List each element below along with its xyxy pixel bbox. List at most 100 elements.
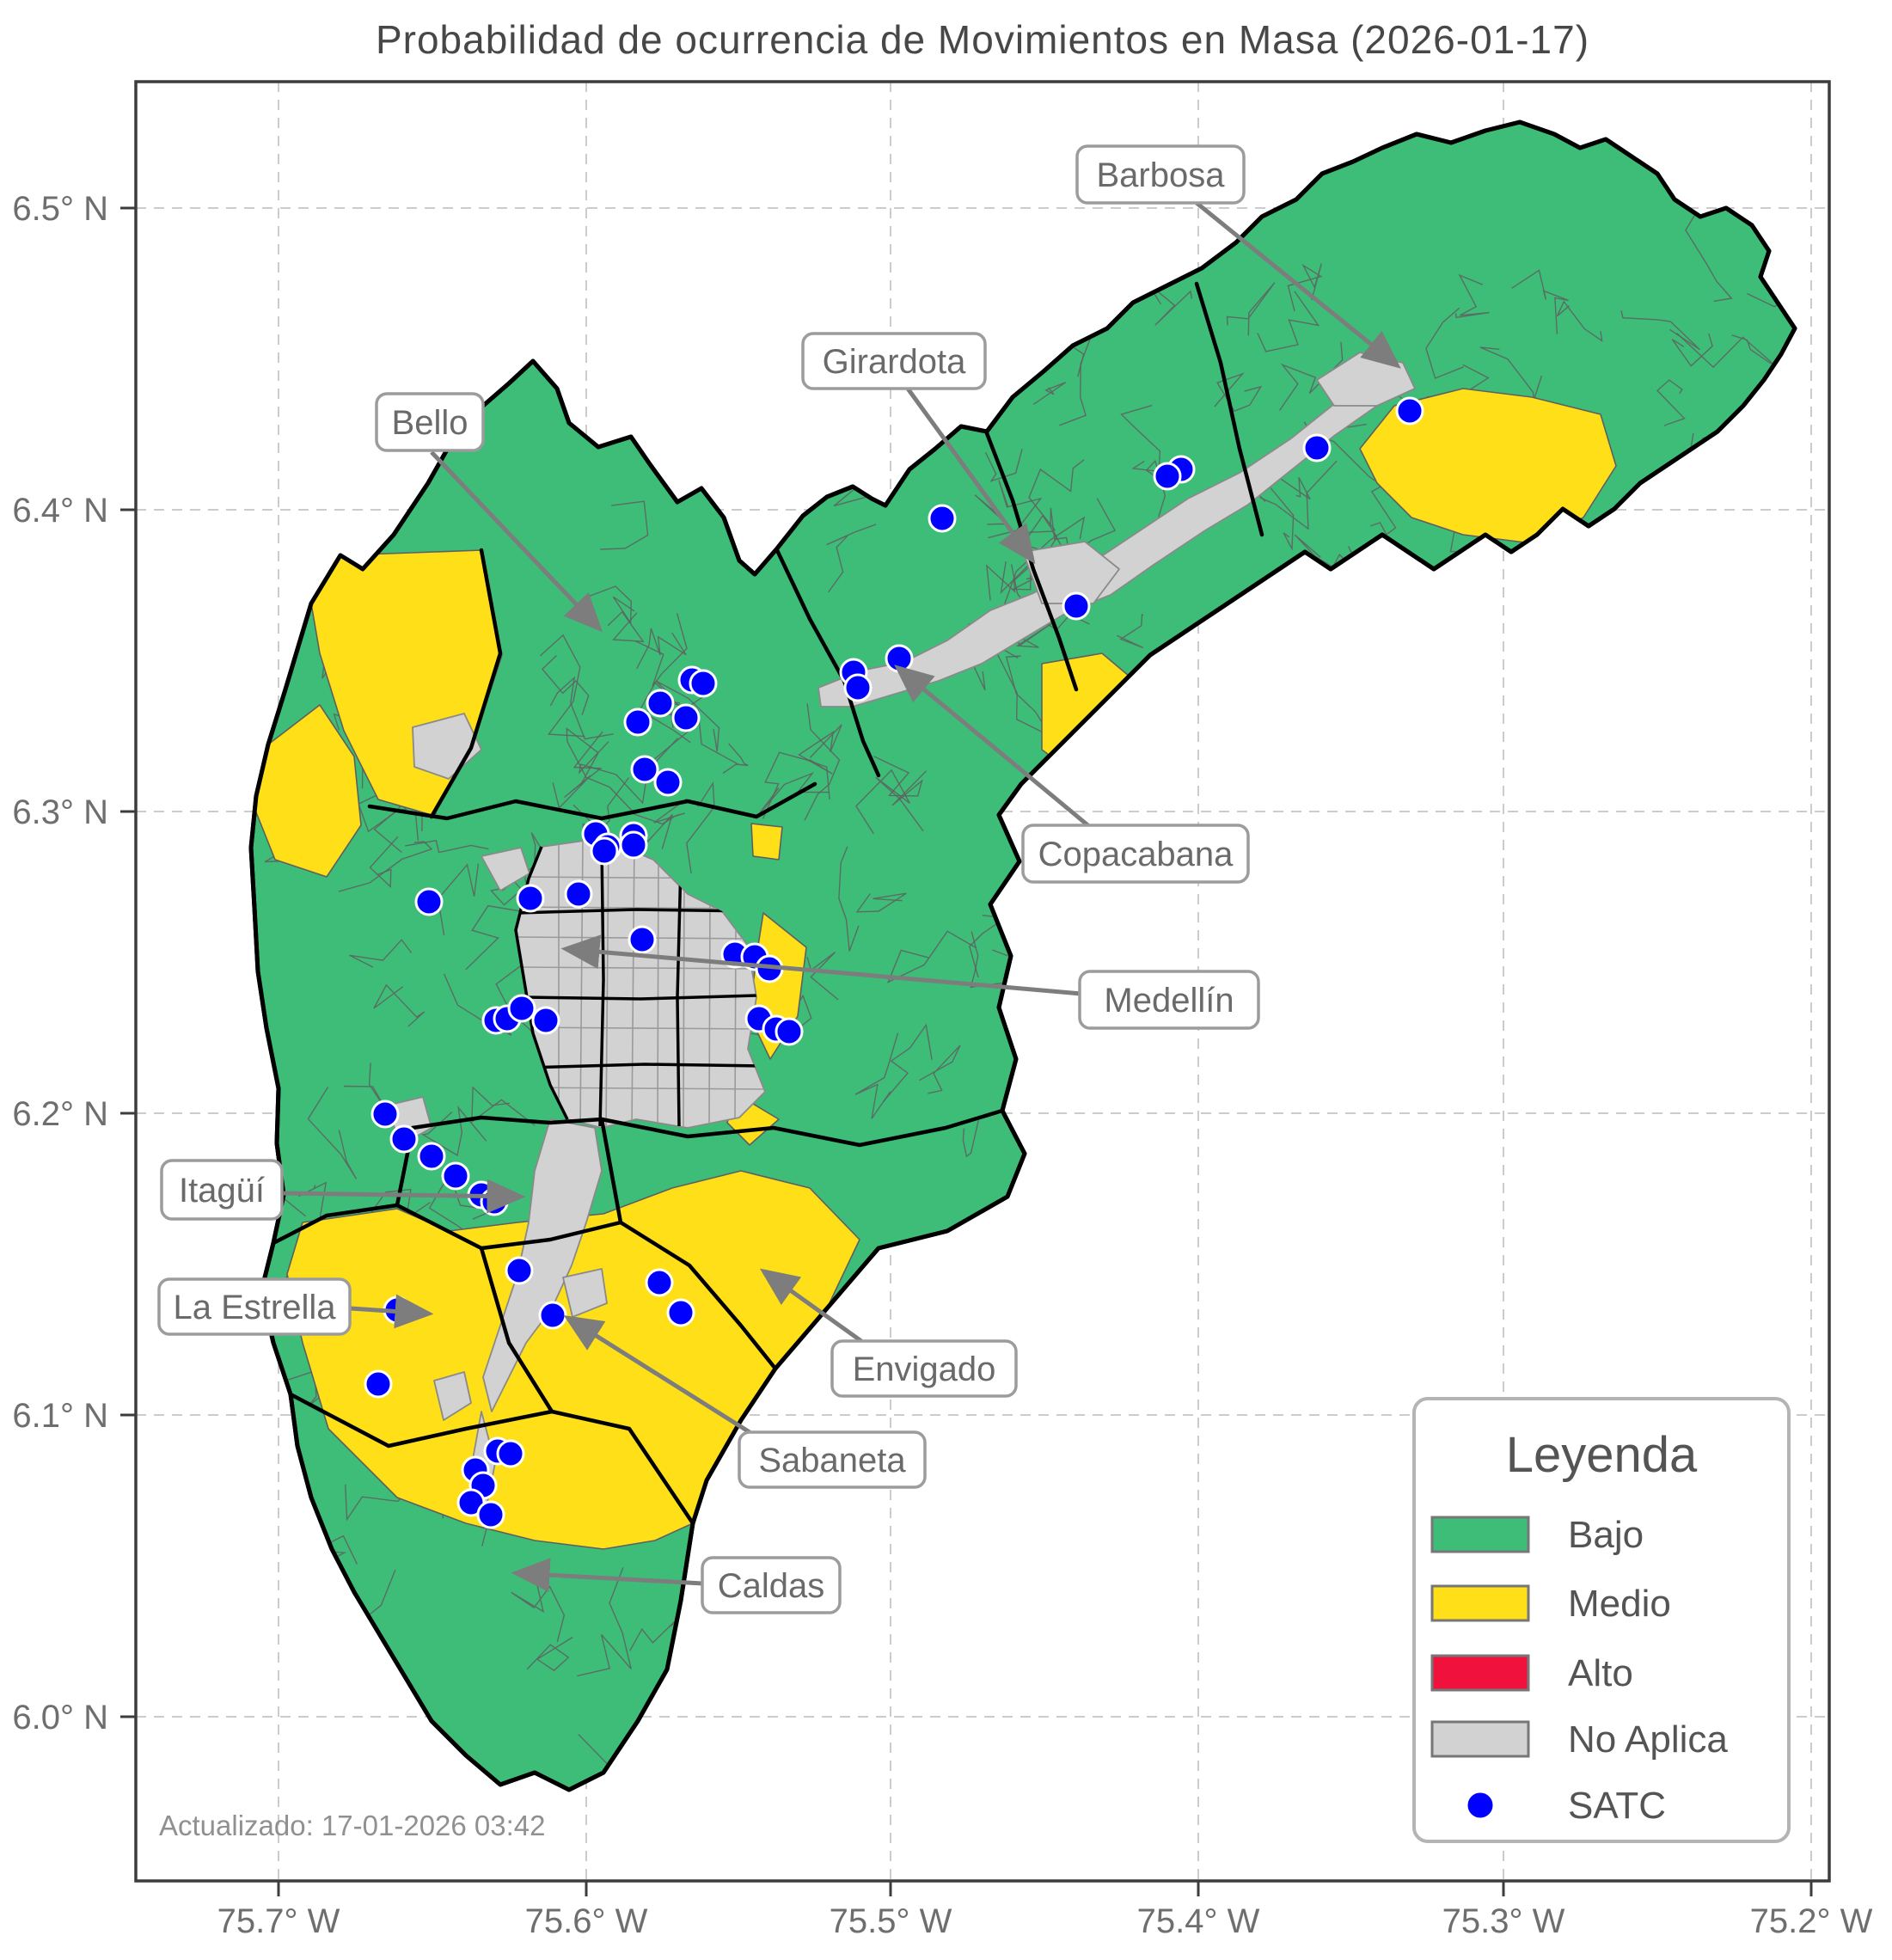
urban-area-border bbox=[514, 846, 569, 1120]
vereda-boundary-line bbox=[421, 1106, 487, 1157]
legend-swatch-no-aplica bbox=[1430, 1720, 1530, 1758]
barbosa-label: Barbosa bbox=[1097, 156, 1226, 194]
vereda-boundary-line bbox=[437, 863, 480, 936]
vereda-boundary-line bbox=[1120, 404, 1161, 473]
legend-label-bajo: Bajo bbox=[1568, 1514, 1644, 1556]
satc-point-icon bbox=[414, 887, 444, 916]
vereda-boundary-line bbox=[307, 1087, 358, 1179]
axis-ticks bbox=[120, 206, 1813, 1896]
annotation-girardota: Girardota bbox=[801, 332, 1036, 565]
x-tick-1: 75.6° W bbox=[525, 1902, 648, 1940]
vereda-boundary-line bbox=[873, 756, 928, 806]
legend-label-no-aplica: No Aplica bbox=[1568, 1718, 1728, 1761]
satc-point-icon bbox=[623, 707, 652, 737]
vereda-boundary-line bbox=[1257, 291, 1320, 352]
satc-point-icon bbox=[1302, 433, 1332, 462]
satc-point-icon bbox=[441, 1161, 470, 1191]
caldas-label-box bbox=[701, 1556, 842, 1614]
girardota-label-box bbox=[801, 332, 987, 390]
satc-point-icon bbox=[666, 1298, 695, 1327]
y-tick-5: 6.0° N bbox=[12, 1699, 108, 1736]
vereda-boundary-line bbox=[607, 610, 645, 642]
vereda-boundary-line bbox=[1425, 307, 1464, 379]
vereda-boundary-line bbox=[1454, 273, 1490, 319]
vereda-boundary-line bbox=[855, 769, 924, 835]
vereda-boundary-line bbox=[1050, 507, 1068, 545]
vereda-boundary-line bbox=[1032, 382, 1066, 405]
vereda-boundary-line bbox=[636, 628, 687, 670]
vereda-boundary-line bbox=[886, 930, 977, 983]
vereda-boundary-line bbox=[369, 836, 399, 888]
vereda-boundary-line bbox=[1116, 614, 1144, 649]
x-tick-3: 75.4° W bbox=[1137, 1902, 1260, 1940]
copacabana-label: Copacabana bbox=[1038, 836, 1234, 873]
y-tick-3: 6.2° N bbox=[12, 1095, 108, 1133]
barbosa-label-box bbox=[1075, 144, 1246, 205]
annotation-barbosa: Barbosa bbox=[1075, 144, 1401, 369]
vereda-boundary-line bbox=[1370, 482, 1397, 536]
vereda-boundary-line bbox=[549, 676, 614, 740]
girardota-label: Girardota bbox=[823, 343, 966, 381]
satc-point-icon bbox=[590, 836, 619, 866]
x-axis-labels: 75.7° W 75.6° W 75.5° W 75.4° W 75.3° W … bbox=[217, 1902, 1873, 1940]
vereda-boundary-line bbox=[338, 841, 433, 892]
vereda-boundary-line bbox=[1028, 459, 1085, 531]
satc-point-icon bbox=[646, 689, 675, 718]
y-tick-0: 6.5° N bbox=[12, 190, 108, 228]
medellin-arrow bbox=[560, 934, 1082, 996]
satc-point-icon bbox=[496, 1439, 525, 1468]
satc-point-icon bbox=[507, 994, 536, 1023]
vereda-boundary-line bbox=[1274, 474, 1311, 500]
bello-label-box bbox=[375, 392, 485, 452]
vereda-boundary-line bbox=[1259, 460, 1338, 530]
legend-label-satc: SATC bbox=[1568, 1785, 1666, 1827]
satc-point-icon bbox=[538, 1301, 567, 1330]
annotation-bello: Bello bbox=[375, 392, 603, 633]
satc-point-icon bbox=[689, 669, 718, 698]
vereda-boundary-line bbox=[1671, 333, 1713, 367]
annotation-itagui: Itagüí bbox=[160, 1159, 526, 1221]
satc-point-icon bbox=[370, 1099, 400, 1129]
copacabana-arrow bbox=[894, 665, 1092, 829]
satc-point-icon bbox=[505, 1256, 534, 1285]
aburra-valley-map bbox=[248, 119, 1797, 1792]
vereda-boundary-line bbox=[526, 1636, 573, 1672]
vereda-boundary-line bbox=[511, 1583, 566, 1643]
legend-title: Leyenda bbox=[1506, 1427, 1698, 1483]
annotation-la-estrella: La Estrella bbox=[157, 1277, 434, 1336]
itagui-arrow bbox=[283, 1179, 526, 1214]
legend-label-medio: Medio bbox=[1568, 1583, 1671, 1625]
medellin-label: Medellín bbox=[1104, 982, 1234, 1020]
envigado-label: Envigado bbox=[853, 1351, 996, 1388]
vereda-boundary-line bbox=[1556, 300, 1603, 342]
satc-point-icon bbox=[564, 879, 593, 909]
y-tick-2: 6.3° N bbox=[12, 793, 108, 831]
vereda-boundary-line bbox=[584, 585, 635, 625]
vereda-boundary-line bbox=[1059, 331, 1093, 426]
y-tick-4: 6.1° N bbox=[12, 1397, 108, 1435]
annotation-copacabana: Copacabana bbox=[894, 665, 1250, 884]
sabaneta-label: Sabaneta bbox=[758, 1442, 906, 1479]
city-annotations: Barbosa Girardota Bello Copacabana Medel… bbox=[157, 144, 1401, 1614]
satc-point-icon bbox=[417, 1142, 446, 1171]
vereda-boundary-line bbox=[635, 681, 689, 763]
caldas-arrow bbox=[511, 1558, 703, 1593]
annotation-caldas: Caldas bbox=[511, 1556, 842, 1614]
vereda-boundary-line bbox=[1511, 269, 1569, 334]
la-estrella-label-box bbox=[157, 1277, 352, 1336]
itagui-label-box bbox=[160, 1159, 284, 1221]
satc-point-icon bbox=[364, 1369, 393, 1399]
satc-point-icon bbox=[1062, 591, 1091, 621]
vereda-boundary-line bbox=[577, 1567, 632, 1677]
vereda-boundary-line bbox=[826, 524, 877, 593]
vereda-boundary-line bbox=[465, 904, 521, 971]
satc-point-icon bbox=[531, 1006, 560, 1035]
annotation-sabaneta: Sabaneta bbox=[563, 1315, 927, 1489]
vereda-boundary-line bbox=[1620, 310, 1700, 351]
medellin-label-box bbox=[1078, 970, 1260, 1030]
x-tick-0: 75.7° W bbox=[217, 1902, 340, 1940]
satc-point-icon bbox=[671, 703, 701, 732]
vereda-boundary-line bbox=[1747, 276, 1795, 308]
satc-point-icon bbox=[389, 1124, 419, 1154]
y-tick-1: 6.4° N bbox=[12, 492, 108, 530]
